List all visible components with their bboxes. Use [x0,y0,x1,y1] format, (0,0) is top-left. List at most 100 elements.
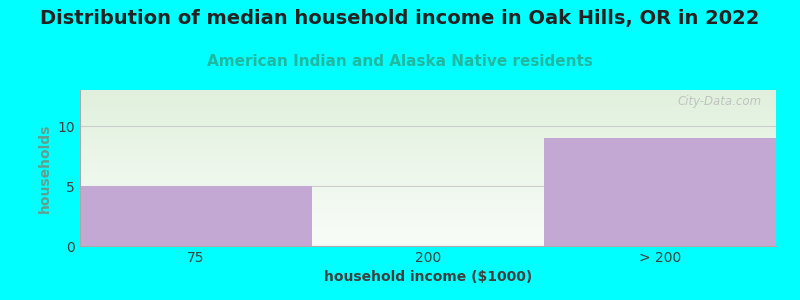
Bar [80,152,776,153]
Bar [80,154,776,155]
Bar [80,223,776,224]
Bar [80,145,776,146]
Bar [80,205,776,206]
Bar [80,112,776,113]
Bar [80,210,776,211]
Bar [80,148,776,149]
Bar [80,193,776,194]
Bar [80,181,776,182]
Bar [80,176,776,177]
Bar [80,99,776,100]
Bar [544,138,776,246]
Bar [80,157,776,158]
Bar [80,100,776,101]
Bar [80,146,776,147]
X-axis label: household income ($1000): household income ($1000) [324,270,532,284]
Bar [80,131,776,132]
Bar [80,95,776,96]
Bar [80,182,776,183]
Bar [80,93,776,94]
Bar [80,159,776,160]
Bar [80,231,776,232]
Bar [80,137,776,138]
Bar [80,128,776,129]
Bar [80,244,776,245]
Bar [80,129,776,130]
Bar [80,238,776,239]
Bar [80,173,776,174]
Y-axis label: households: households [38,123,52,213]
Bar [80,164,776,165]
Bar [80,224,776,225]
Bar [80,237,776,238]
Bar [80,105,776,106]
Bar [80,90,776,91]
Bar [80,227,776,228]
Bar [80,241,776,242]
Bar [80,163,776,164]
Bar [80,225,776,226]
Bar [80,183,776,184]
Bar [80,206,776,207]
Bar [80,108,776,109]
Text: Distribution of median household income in Oak Hills, OR in 2022: Distribution of median household income … [40,9,760,28]
Bar [80,156,776,157]
Bar [80,186,312,246]
Bar [80,111,776,112]
Bar [80,243,776,244]
Bar [80,195,776,196]
Bar [80,110,776,111]
Bar [80,123,776,124]
Bar [80,158,776,159]
Bar [80,233,776,234]
Bar [80,245,776,246]
Bar [80,98,776,99]
Bar [80,167,776,168]
Bar [80,103,776,104]
Bar [80,215,776,216]
Bar [80,188,776,189]
Bar [80,191,776,192]
Bar [80,116,776,117]
Bar [80,136,776,137]
Bar [80,212,776,213]
Bar [80,124,776,125]
Bar [80,96,776,97]
Bar [80,216,776,217]
Bar [80,169,776,170]
Bar [80,187,776,188]
Bar [80,178,776,179]
Bar [80,211,776,212]
Bar [80,149,776,150]
Bar [80,207,776,208]
Bar [80,139,776,140]
Bar [80,118,776,119]
Bar [80,190,776,191]
Bar [80,144,776,145]
Bar [80,201,776,202]
Bar [80,165,776,166]
Bar [80,143,776,144]
Bar [80,217,776,218]
Bar [80,214,776,215]
Bar [80,180,776,181]
Bar [80,218,776,219]
Bar [80,229,776,230]
Bar [80,150,776,151]
Text: American Indian and Alaska Native residents: American Indian and Alaska Native reside… [207,54,593,69]
Bar [80,204,776,205]
Bar [80,235,776,236]
Bar [80,196,776,197]
Bar [80,141,776,142]
Bar [80,122,776,123]
Bar [80,138,776,139]
Bar [80,115,776,116]
Bar [80,160,776,161]
Bar [80,126,776,127]
Bar [80,147,776,148]
Bar [80,162,776,163]
Bar [80,135,776,136]
Bar [80,171,776,172]
Bar [80,161,776,162]
Bar [80,197,776,198]
